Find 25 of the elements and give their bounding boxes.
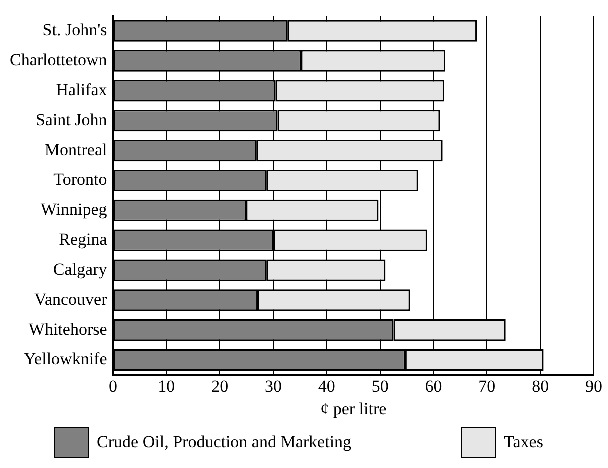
x-tick-label: 40: [318, 376, 336, 396]
legend-label: Crude Oil, Production and Marketing: [97, 432, 454, 452]
x-tick-label: 50: [372, 376, 389, 396]
x-tick-label: 70: [478, 376, 496, 396]
x-tick-label: 0: [109, 376, 118, 396]
y-tick-label: Yellowknife: [24, 350, 108, 369]
x-axis-title: ¢ per litre: [320, 399, 387, 418]
x-tick-label: 30: [265, 376, 282, 396]
y-tick-label: Saint John: [36, 110, 108, 130]
y-tick-label: Toronto: [54, 170, 108, 190]
y-tick-label: Regina: [59, 230, 108, 250]
legend-label: Taxes: [504, 432, 544, 452]
x-tick-label: 20: [212, 376, 229, 396]
y-tick-label: Charlottetown: [10, 50, 108, 70]
y-tick-label: Winnipeg: [40, 200, 108, 220]
y-tick-label: Vancouver: [34, 290, 108, 309]
y-tick-label: St. John's: [42, 20, 108, 40]
y-tick-label: Halifax: [56, 80, 108, 100]
y-tick-label: Montreal: [44, 140, 108, 160]
x-tick-label: 80: [532, 376, 550, 396]
y-tick-label: Calgary: [53, 260, 108, 279]
x-tick-label: 60: [425, 376, 442, 396]
y-tick-label: Whitehorse: [28, 320, 108, 339]
x-tick-label: 10: [158, 376, 176, 396]
x-tick-label: 90: [586, 376, 602, 396]
